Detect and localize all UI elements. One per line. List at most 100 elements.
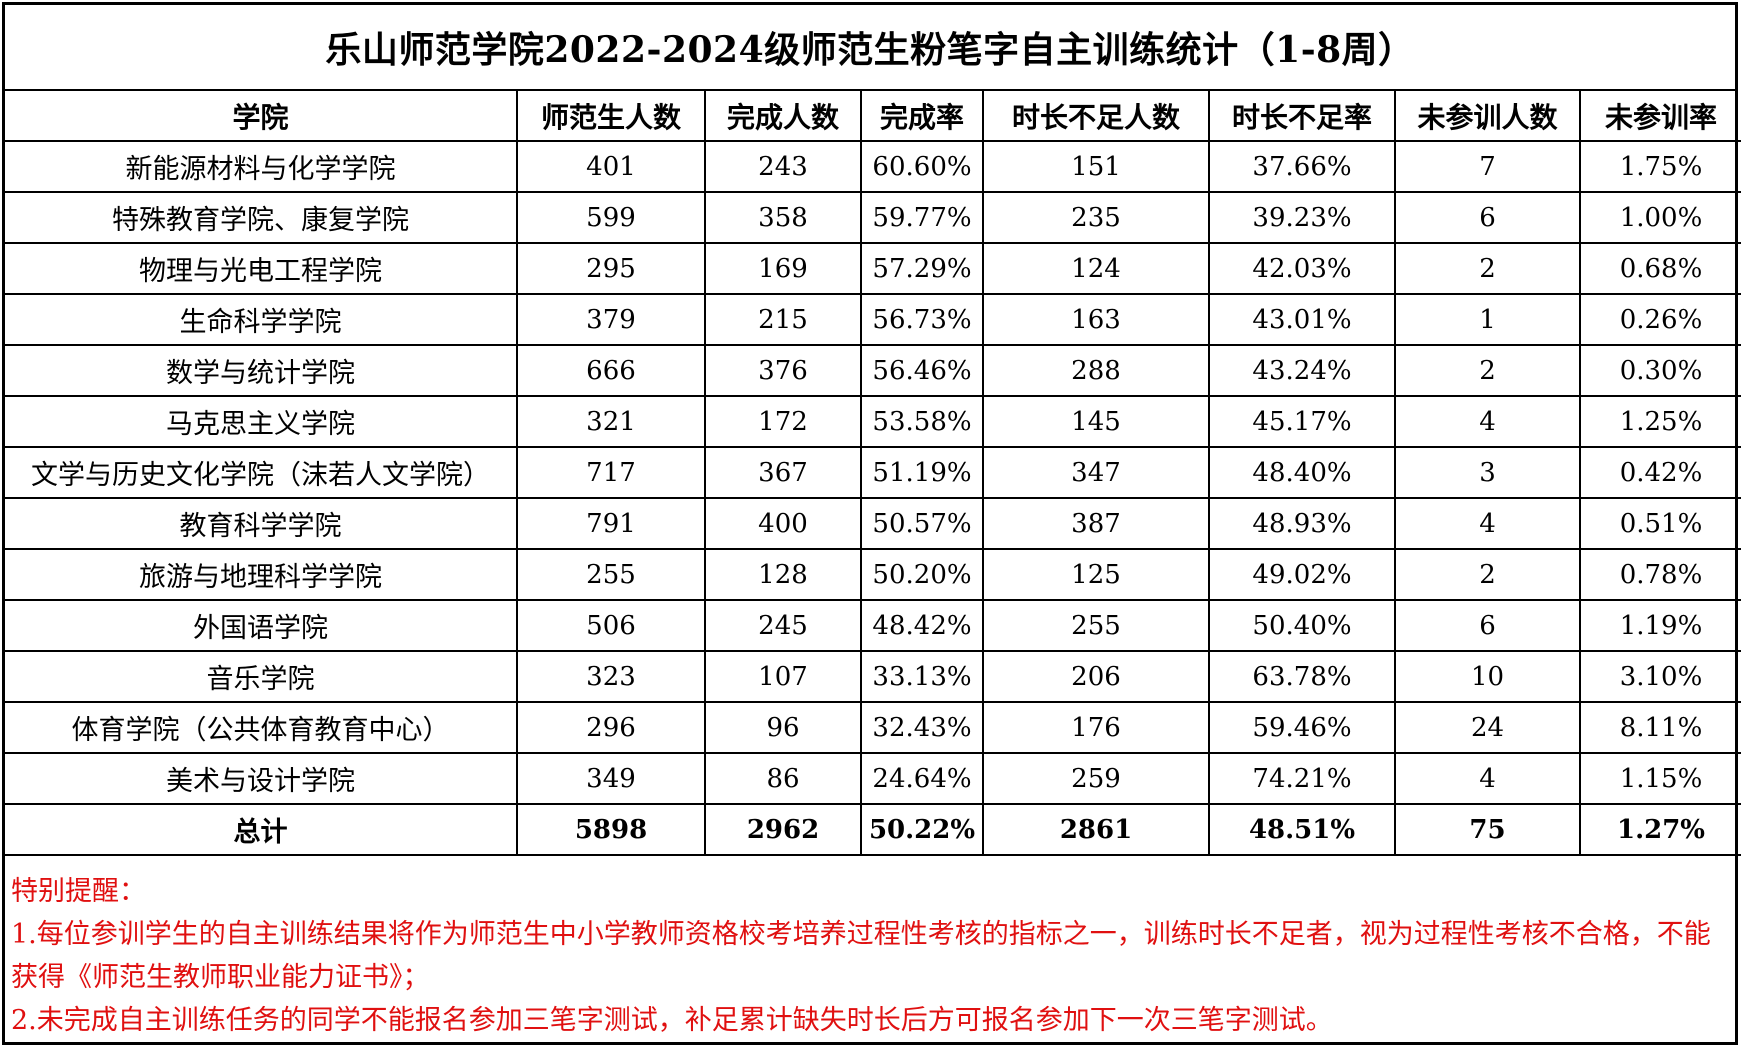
reminder-item-2: 2.未完成自主训练任务的同学不能报名参加三笔字测试，补足累计缺失时长后方可报名参… xyxy=(11,1005,1333,1036)
cell-completion-rate: 56.73% xyxy=(860,293,984,346)
cell-absent-count: 10 xyxy=(1394,650,1581,703)
cell-college-name: 特殊教育学院、康复学院 xyxy=(5,191,518,244)
table-body: 新能源材料与化学学院 401 243 60.60% 151 37.66% 7 1.75% 特殊教… xyxy=(5,140,1741,856)
cell-completion-rate: 60.60% xyxy=(860,140,984,193)
cell-insufficient-rate: 42.03% xyxy=(1208,242,1396,295)
cell-completed-count: 400 xyxy=(704,497,862,550)
cell-completion-rate: 59.77% xyxy=(860,191,984,244)
header-completion-rate: 完成率 xyxy=(860,91,984,142)
cell-absent-count: 6 xyxy=(1394,599,1581,652)
total-row: 总计 5898 2962 50.22% 2861 48.51% 75 1.27% xyxy=(5,803,1741,856)
cell-student-count: 295 xyxy=(516,242,706,295)
table-row: 物理与光电工程学院 295 169 57.29% 124 42.03% 2 0.68% xyxy=(5,242,1741,295)
statistics-table: 学院 师范生人数 完成人数 完成率 时长不足人数 时长不足率 未参训人数 未参训… xyxy=(5,91,1741,856)
cell-completed-count: 245 xyxy=(704,599,862,652)
cell-college-name: 新能源材料与化学学院 xyxy=(5,140,518,193)
table-row: 生命科学学院 379 215 56.73% 163 43.01% 1 0.26% xyxy=(5,293,1741,346)
cell-completed-count: 96 xyxy=(704,701,862,754)
cell-absent-rate: 0.26% xyxy=(1579,293,1741,346)
cell-insufficient-count: 259 xyxy=(982,752,1210,805)
table-row: 马克思主义学院 321 172 53.58% 145 45.17% 4 1.25% xyxy=(5,395,1741,448)
table-row: 特殊教育学院、康复学院 599 358 59.77% 235 39.23% 6 1.00% xyxy=(5,191,1741,244)
header-insufficient-count: 时长不足人数 xyxy=(982,91,1210,142)
cell-absent-rate: 8.11% xyxy=(1579,701,1741,754)
cell-student-count: 379 xyxy=(516,293,706,346)
cell-insufficient-count: 151 xyxy=(982,140,1210,193)
cell-student-count: 599 xyxy=(516,191,706,244)
cell-student-count: 717 xyxy=(516,446,706,499)
total-completion-rate: 50.22% xyxy=(860,803,984,856)
cell-absent-rate: 0.51% xyxy=(1579,497,1741,550)
cell-completed-count: 128 xyxy=(704,548,862,601)
header-absent-count: 未参训人数 xyxy=(1394,91,1581,142)
cell-absent-count: 2 xyxy=(1394,344,1581,397)
table-row: 旅游与地理科学学院 255 128 50.20% 125 49.02% 2 0.78% xyxy=(5,548,1741,601)
cell-absent-rate: 3.10% xyxy=(1579,650,1741,703)
cell-insufficient-count: 176 xyxy=(982,701,1210,754)
cell-absent-rate: 1.00% xyxy=(1579,191,1741,244)
total-absent-rate: 1.27% xyxy=(1579,803,1741,856)
cell-insufficient-rate: 50.40% xyxy=(1208,599,1396,652)
cell-absent-rate: 1.19% xyxy=(1579,599,1741,652)
cell-absent-rate: 1.75% xyxy=(1579,140,1741,193)
table-row: 教育科学学院 791 400 50.57% 387 48.93% 4 0.51% xyxy=(5,497,1741,550)
cell-college-name: 旅游与地理科学学院 xyxy=(5,548,518,601)
cell-absent-count: 2 xyxy=(1394,548,1581,601)
cell-student-count: 666 xyxy=(516,344,706,397)
cell-insufficient-rate: 74.21% xyxy=(1208,752,1396,805)
cell-college-name: 美术与设计学院 xyxy=(5,752,518,805)
cell-absent-count: 6 xyxy=(1394,191,1581,244)
total-insufficient-rate: 48.51% xyxy=(1208,803,1396,856)
cell-completion-rate: 48.42% xyxy=(860,599,984,652)
total-completed-count: 2962 xyxy=(704,803,862,856)
cell-absent-count: 4 xyxy=(1394,395,1581,448)
sheet-title: 乐山师范学院2022-2024级师范生粉笔字自主训练统计（1-8周） xyxy=(5,5,1735,91)
cell-completed-count: 172 xyxy=(704,395,862,448)
cell-insufficient-count: 124 xyxy=(982,242,1210,295)
cell-college-name: 生命科学学院 xyxy=(5,293,518,346)
cell-completed-count: 215 xyxy=(704,293,862,346)
cell-insufficient-rate: 48.93% xyxy=(1208,497,1396,550)
cell-absent-count: 24 xyxy=(1394,701,1581,754)
reminder-item-1: 1.每位参训学生的自主训练结果将作为师范生中小学教师资格校考培养过程性考核的指标… xyxy=(11,919,1711,993)
cell-insufficient-count: 387 xyxy=(982,497,1210,550)
cell-absent-rate: 1.25% xyxy=(1579,395,1741,448)
table-row: 体育学院（公共体育教育中心） 296 96 32.43% 176 59.46% 24 8.11… xyxy=(5,701,1741,754)
header-student-count: 师范生人数 xyxy=(516,91,706,142)
table-row: 数学与统计学院 666 376 56.46% 288 43.24% 2 0.30% xyxy=(5,344,1741,397)
reminder-heading: 特别提醒： xyxy=(11,876,146,907)
cell-college-name: 外国语学院 xyxy=(5,599,518,652)
cell-completed-count: 243 xyxy=(704,140,862,193)
table-row: 美术与设计学院 349 86 24.64% 259 74.21% 4 1.15% xyxy=(5,752,1741,805)
header-row: 学院 师范生人数 完成人数 完成率 时长不足人数 时长不足率 未参训人数 未参训… xyxy=(5,91,1741,142)
cell-absent-rate: 0.78% xyxy=(1579,548,1741,601)
header-completed-count: 完成人数 xyxy=(704,91,862,142)
cell-completed-count: 107 xyxy=(704,650,862,703)
cell-college-name: 物理与光电工程学院 xyxy=(5,242,518,295)
cell-student-count: 296 xyxy=(516,701,706,754)
cell-completed-count: 358 xyxy=(704,191,862,244)
total-college-name: 总计 xyxy=(5,803,518,856)
cell-completion-rate: 57.29% xyxy=(860,242,984,295)
cell-student-count: 349 xyxy=(516,752,706,805)
cell-completion-rate: 56.46% xyxy=(860,344,984,397)
cell-college-name: 教育科学学院 xyxy=(5,497,518,550)
cell-completion-rate: 32.43% xyxy=(860,701,984,754)
cell-student-count: 323 xyxy=(516,650,706,703)
cell-completion-rate: 53.58% xyxy=(860,395,984,448)
cell-college-name: 文学与历史文化学院（沫若人文学院） xyxy=(5,446,518,499)
table-row: 音乐学院 323 107 33.13% 206 63.78% 10 3.10% xyxy=(5,650,1741,703)
cell-insufficient-rate: 48.40% xyxy=(1208,446,1396,499)
cell-insufficient-count: 347 xyxy=(982,446,1210,499)
cell-completion-rate: 50.20% xyxy=(860,548,984,601)
cell-insufficient-rate: 59.46% xyxy=(1208,701,1396,754)
cell-student-count: 506 xyxy=(516,599,706,652)
table-row: 外国语学院 506 245 48.42% 255 50.40% 6 1.19% xyxy=(5,599,1741,652)
cell-insufficient-count: 235 xyxy=(982,191,1210,244)
cell-completion-rate: 33.13% xyxy=(860,650,984,703)
cell-college-name: 数学与统计学院 xyxy=(5,344,518,397)
cell-student-count: 791 xyxy=(516,497,706,550)
cell-insufficient-count: 206 xyxy=(982,650,1210,703)
cell-completed-count: 169 xyxy=(704,242,862,295)
